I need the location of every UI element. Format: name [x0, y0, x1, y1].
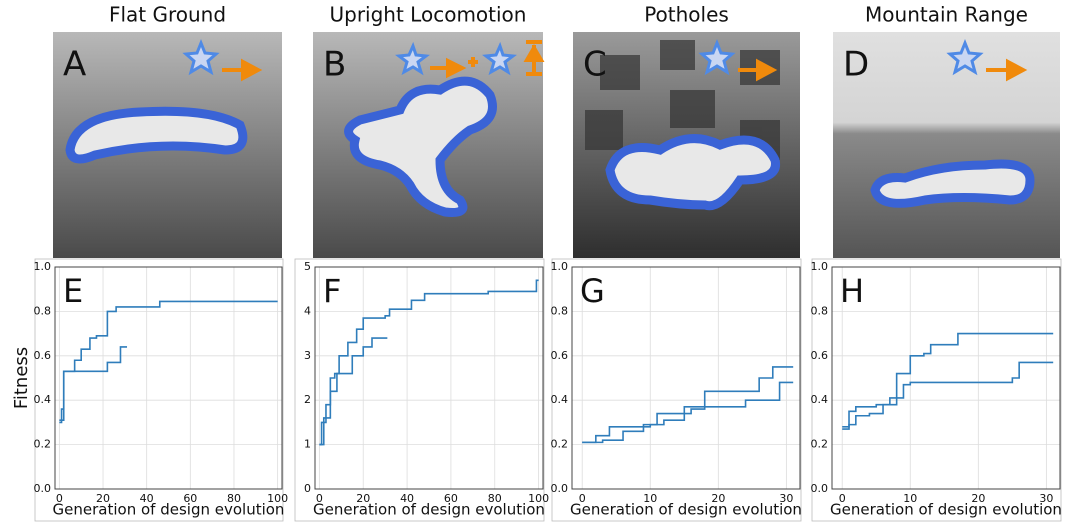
x-tick-label: 60 [444, 492, 458, 505]
direction-arrows [222, 40, 1028, 82]
y-tick-label: 0.6 [551, 349, 569, 362]
x-tick-label: 0 [839, 492, 846, 505]
chart: 0.0 0.2 0.4 0.6 0.8 1.0 0 10 20 30 G Generation of … [551, 258, 802, 522]
panel-letter: B [323, 45, 346, 85]
x-tick-label: 10 [643, 492, 657, 505]
fitness-line [582, 366, 794, 444]
x-tick-label: 20 [356, 492, 370, 505]
x-tick-label: 60 [183, 492, 197, 505]
chart-frame [551, 258, 802, 522]
fitness-line [582, 381, 794, 444]
y-tick-label: 1.0 [551, 260, 569, 273]
y-tick-label: 0.6 [34, 349, 52, 362]
y-axis-label: Fitness [11, 347, 32, 409]
y-tick-label: 0.6 [811, 349, 829, 362]
x-tick-label: 20 [971, 492, 985, 505]
y-tick-label: 5 [304, 260, 311, 273]
x-tick-label: 30 [779, 492, 793, 505]
x-tick-label: 100 [267, 492, 288, 505]
panel-letter: F [323, 272, 341, 310]
y-tick-label: 0.4 [551, 393, 569, 406]
chart: 0 1 2 3 4 5 0 20 40 60 80 100 F Generation of design … [294, 258, 549, 522]
fitness-line [59, 346, 128, 421]
fitness-line [319, 337, 388, 446]
panel-letter: A [63, 45, 86, 85]
goal-stars [182, 38, 984, 76]
y-tick-label: 0.2 [551, 438, 569, 451]
y-tick-label: 0.0 [811, 482, 829, 495]
y-tick-label: 2 [304, 393, 311, 406]
x-axis-label: Generation of design evolution [313, 501, 545, 519]
x-tick-label: 40 [400, 492, 414, 505]
fitness-line [59, 300, 278, 424]
x-tick-label: 80 [488, 492, 502, 505]
creatures [65, 76, 1035, 217]
x-tick-label: 80 [227, 492, 241, 505]
panel-title: Upright Locomotion [330, 3, 527, 27]
fitness-line [842, 332, 1054, 428]
plot-area [314, 266, 544, 490]
plot-area [571, 266, 801, 490]
y-tick-label: 0.8 [551, 304, 569, 317]
chart-frame [811, 258, 1062, 522]
y-tick-label: 0.8 [811, 304, 829, 317]
panel-letter: G [580, 272, 605, 310]
x-axis-label: Generation of design evolution [53, 501, 285, 519]
y-tick-label: 1.0 [811, 260, 829, 273]
panel-letter: C [583, 45, 607, 85]
panel-title: Mountain Range [865, 3, 1028, 27]
y-tick-label: 1 [304, 438, 311, 451]
y-tick-label: 0.2 [34, 438, 52, 451]
y-tick-label: 3 [304, 349, 311, 362]
fitness-line [842, 361, 1054, 430]
x-tick-label: 0 [56, 492, 63, 505]
x-tick-label: 20 [96, 492, 110, 505]
panel-title: Potholes [644, 3, 729, 27]
image-panels [53, 32, 1060, 258]
y-tick-label: 0 [304, 482, 311, 495]
x-tick-label: 40 [140, 492, 154, 505]
y-tick-label: 0.0 [34, 482, 52, 495]
x-tick-label: 100 [528, 492, 549, 505]
y-tick-label: 4 [304, 304, 311, 317]
chart-frame [294, 258, 545, 522]
y-tick-label: 1.0 [34, 260, 52, 273]
plot-area [54, 266, 283, 490]
chart: 0.0 0.2 0.4 0.6 0.8 1.0 0 10 20 30 H Generation of … [811, 258, 1062, 522]
x-axis-label: Generation of design evolution [570, 501, 802, 519]
x-axis-label: Generation of design evolution [830, 501, 1062, 519]
y-tick-label: 0.0 [551, 482, 569, 495]
y-tick-label: 0.2 [811, 438, 829, 451]
x-tick-label: 10 [903, 492, 917, 505]
panel-letter: H [840, 272, 864, 310]
x-tick-label: 30 [1039, 492, 1053, 505]
x-tick-label: 20 [711, 492, 725, 505]
y-tick-label: 0.4 [34, 393, 52, 406]
plot-area [831, 266, 1061, 490]
panel-letter: E [63, 272, 83, 310]
y-tick-label: 0.8 [34, 304, 52, 317]
chart-frame [34, 258, 284, 522]
x-tick-label: 0 [579, 492, 586, 505]
y-tick-label: 0.4 [811, 393, 829, 406]
panel-title: Flat Ground [109, 3, 226, 27]
chart: 0.0 0.2 0.4 0.6 0.8 1.0 0 20 40 60 80 100 E Generatio… [11, 258, 288, 522]
panel-letter: D [843, 45, 869, 85]
x-tick-label: 0 [316, 492, 323, 505]
